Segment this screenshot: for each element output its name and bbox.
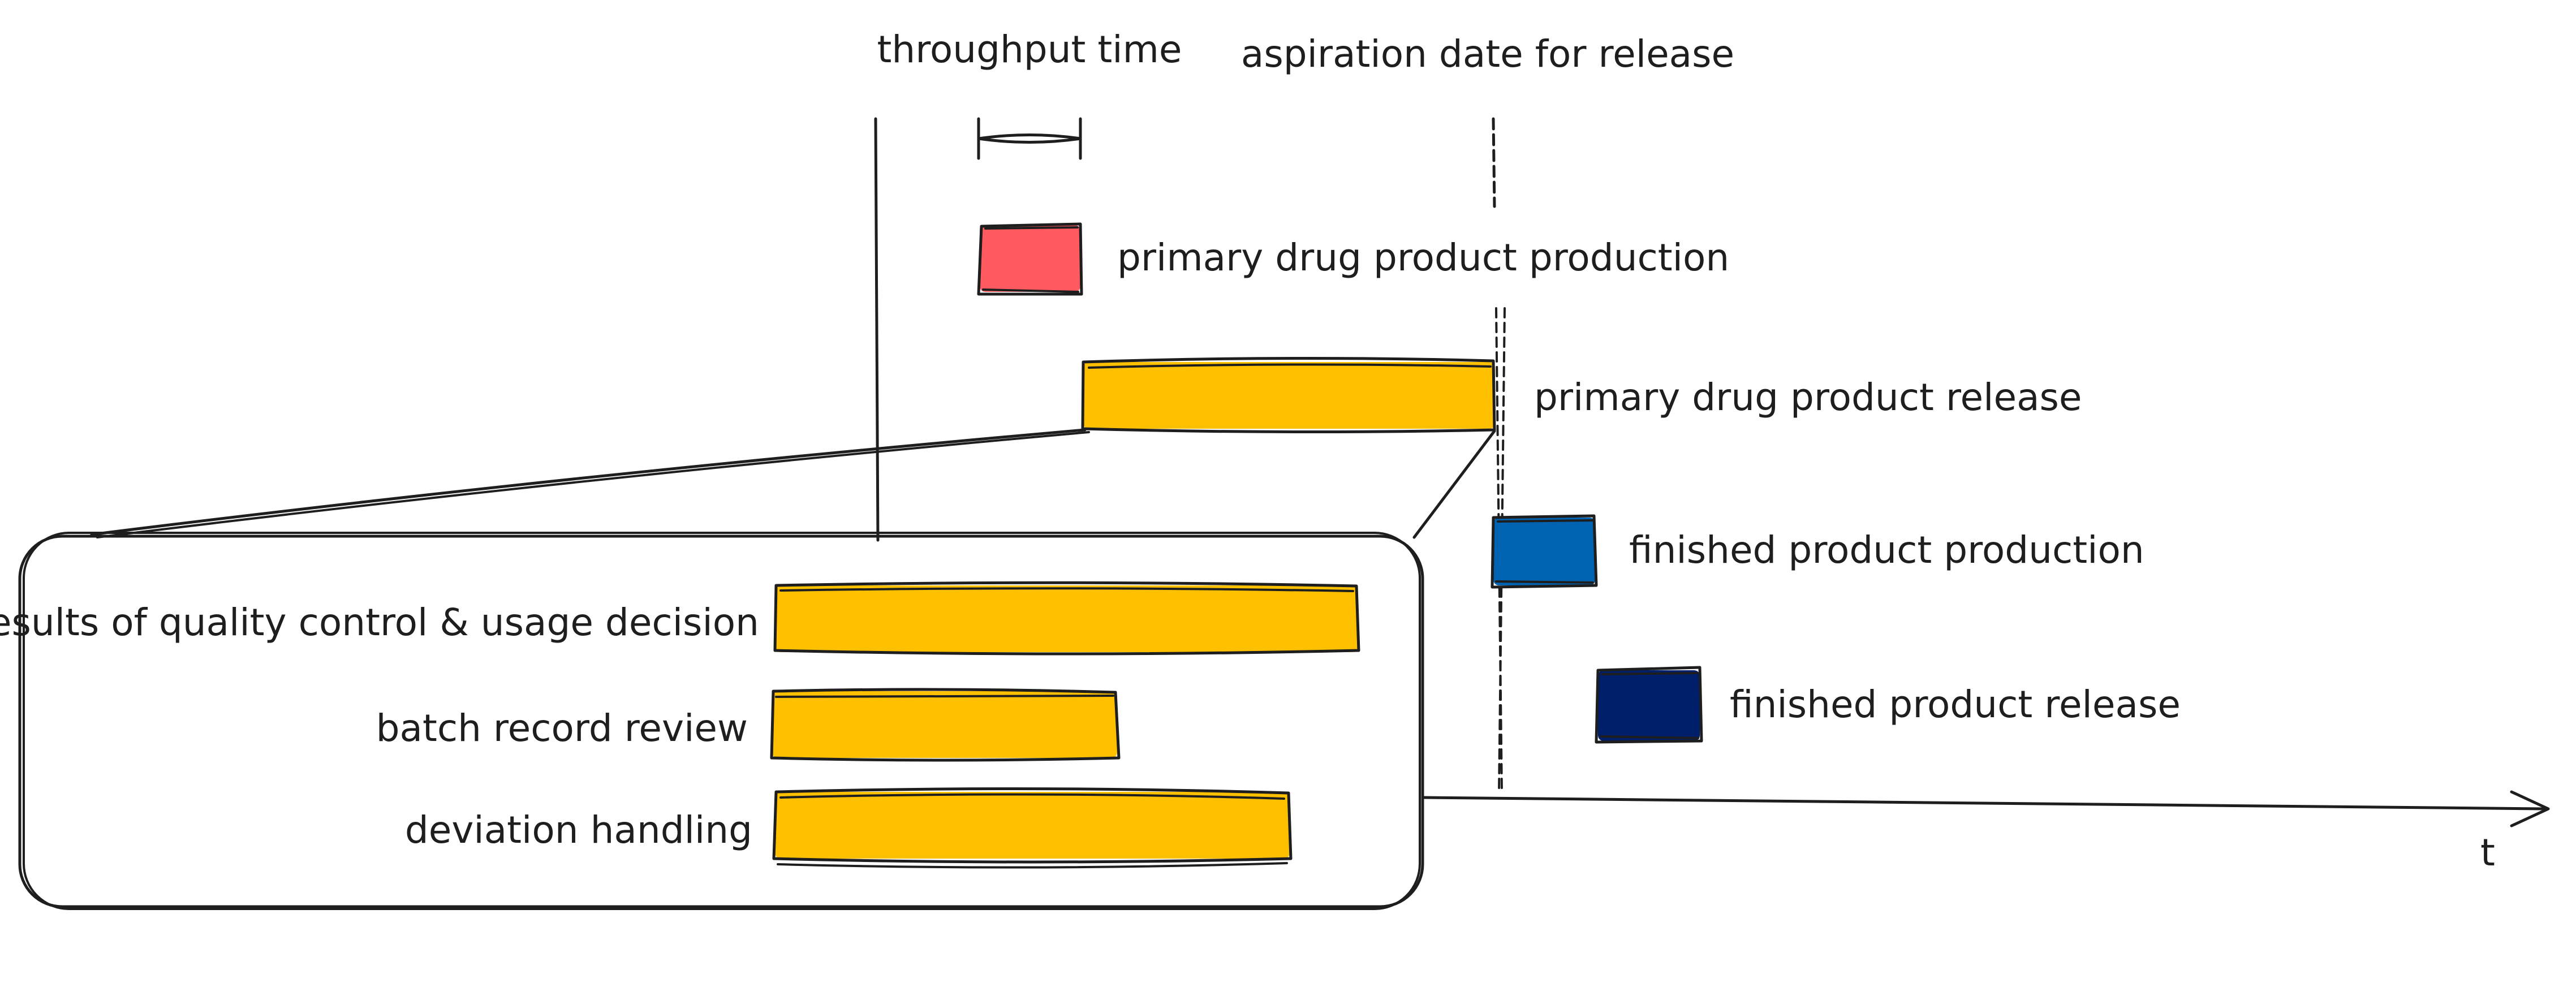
qc-results-bar bbox=[773, 581, 1360, 656]
release-detail-box bbox=[18, 532, 1424, 910]
primary-release-bar bbox=[1081, 356, 1496, 434]
deviation-label: deviation handling bbox=[405, 808, 752, 852]
batch-record-label: batch record review bbox=[376, 706, 748, 750]
primary-production-label: primary drug product production bbox=[1117, 236, 1729, 279]
batch-record-bar bbox=[770, 688, 1121, 762]
finished-production-label: finished product production bbox=[1629, 528, 2144, 572]
primary-release-label: primary drug product release bbox=[1534, 376, 2082, 419]
time-axis-label: t bbox=[2480, 831, 2495, 874]
deviation-bar bbox=[772, 787, 1293, 869]
current-time-line bbox=[874, 117, 880, 542]
finished-release-bar bbox=[1595, 666, 1703, 744]
aspiration-date-line-top bbox=[1492, 117, 1496, 208]
finished-release-label: finished product release bbox=[1730, 683, 2181, 726]
time-axis bbox=[1423, 790, 2550, 827]
zoom-connector bbox=[90, 428, 1496, 539]
throughput-time-bracket bbox=[977, 117, 1082, 160]
qc-results-label: results of quality control & usage decis… bbox=[0, 601, 759, 644]
aspiration-date-label: aspiration date for release bbox=[1241, 32, 1734, 76]
throughput-time-label: throughput time bbox=[877, 28, 1182, 71]
finished-production-bar bbox=[1491, 514, 1598, 589]
primary-production-bar bbox=[977, 222, 1083, 296]
